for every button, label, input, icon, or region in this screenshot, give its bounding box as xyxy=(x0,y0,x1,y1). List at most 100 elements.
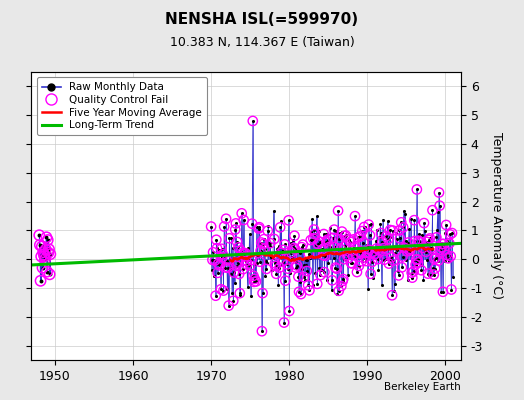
Point xyxy=(375,247,383,253)
Point xyxy=(276,224,285,230)
Point xyxy=(260,236,268,242)
Point xyxy=(346,254,354,261)
Point xyxy=(320,231,328,237)
Point xyxy=(40,253,49,260)
Point xyxy=(349,252,357,258)
Point xyxy=(330,226,339,233)
Point xyxy=(363,242,371,248)
Point xyxy=(230,269,238,276)
Point xyxy=(232,220,240,227)
Point xyxy=(389,227,397,234)
Point xyxy=(336,230,344,236)
Point xyxy=(372,238,380,244)
Point xyxy=(419,245,427,251)
Point xyxy=(285,217,293,224)
Point xyxy=(411,262,420,268)
Point xyxy=(386,227,395,233)
Point xyxy=(356,233,364,240)
Point xyxy=(447,286,455,293)
Point xyxy=(413,186,421,193)
Point xyxy=(419,245,427,251)
Point xyxy=(45,246,53,252)
Point xyxy=(359,240,368,246)
Point xyxy=(365,247,374,253)
Point xyxy=(441,258,449,264)
Point xyxy=(310,226,318,233)
Point xyxy=(309,282,317,288)
Point xyxy=(236,290,244,296)
Point xyxy=(252,278,260,285)
Point xyxy=(420,220,428,226)
Point xyxy=(449,274,457,280)
Point xyxy=(324,259,333,266)
Point xyxy=(256,248,265,254)
Point xyxy=(446,253,455,260)
Point xyxy=(314,228,323,234)
Point xyxy=(254,252,262,258)
Point xyxy=(370,250,378,256)
Point xyxy=(208,257,216,263)
Point xyxy=(216,262,224,268)
Point xyxy=(303,257,312,263)
Point xyxy=(428,207,436,213)
Point xyxy=(342,232,350,239)
Point xyxy=(271,260,279,266)
Point xyxy=(405,226,413,232)
Point xyxy=(407,216,415,223)
Point xyxy=(417,267,425,274)
Point xyxy=(342,258,351,264)
Point xyxy=(307,229,315,235)
Point xyxy=(379,245,388,251)
Point xyxy=(424,270,432,277)
Point xyxy=(227,234,235,241)
Point xyxy=(282,249,290,255)
Point xyxy=(265,240,273,246)
Point xyxy=(303,268,311,274)
Point xyxy=(295,289,303,295)
Point xyxy=(333,266,341,272)
Point xyxy=(247,293,255,300)
Point xyxy=(245,257,253,263)
Point xyxy=(217,286,225,292)
Point xyxy=(389,257,398,264)
Point xyxy=(389,257,398,264)
Point xyxy=(347,260,355,266)
Point xyxy=(446,231,454,238)
Point xyxy=(357,250,365,256)
Point xyxy=(400,208,408,214)
Point xyxy=(447,286,455,293)
Point xyxy=(280,241,289,248)
Point xyxy=(237,248,245,254)
Point xyxy=(351,213,359,219)
Point xyxy=(409,268,418,275)
Point xyxy=(406,248,414,254)
Point xyxy=(336,246,345,252)
Point xyxy=(436,246,444,253)
Point xyxy=(325,244,334,250)
Point xyxy=(382,233,390,240)
Point xyxy=(406,248,414,254)
Point xyxy=(304,282,312,288)
Point xyxy=(312,242,320,249)
Point xyxy=(234,259,242,266)
Point xyxy=(291,264,300,271)
Point xyxy=(338,228,346,235)
Point xyxy=(363,250,372,256)
Point xyxy=(221,264,230,271)
Point xyxy=(291,246,299,253)
Point xyxy=(412,256,420,263)
Point xyxy=(367,221,376,227)
Point xyxy=(428,246,436,252)
Point xyxy=(345,236,353,243)
Point xyxy=(249,273,258,279)
Point xyxy=(266,240,275,246)
Point xyxy=(241,253,249,260)
Point xyxy=(215,262,224,268)
Point xyxy=(242,250,250,256)
Point xyxy=(438,244,446,250)
Point xyxy=(302,257,310,263)
Point xyxy=(366,232,374,238)
Point xyxy=(283,261,291,268)
Point xyxy=(309,236,318,242)
Point xyxy=(46,271,54,278)
